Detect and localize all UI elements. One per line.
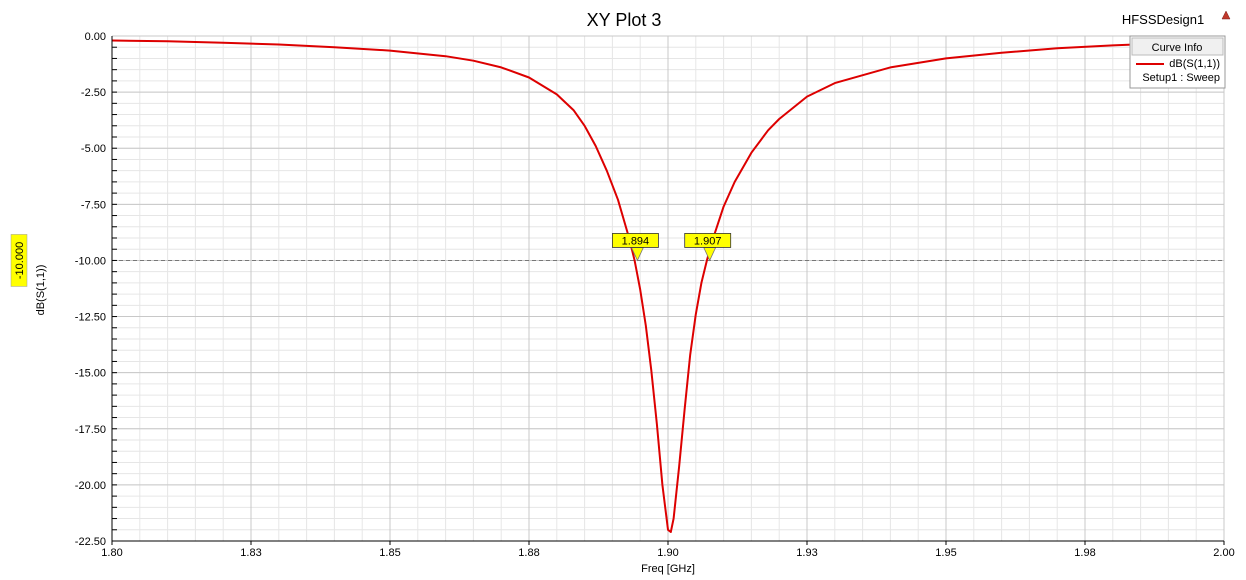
y-tick-label: -22.50 <box>75 536 106 548</box>
series-layer <box>111 39 1225 533</box>
y-tick-label: -7.50 <box>81 199 106 211</box>
legend-box[interactable]: Curve Info dB(S(1,1)) Setup1 : Sweep <box>1129 35 1226 89</box>
y-tick-label: -15.00 <box>75 368 106 380</box>
x-tick-label: 1.85 <box>379 547 400 559</box>
chart-title: XY Plot 3 <box>587 10 662 30</box>
x-tick-label: 2.00 <box>1213 547 1234 559</box>
y-axis-label: dB(S(1,1)) <box>35 265 47 316</box>
red-triangle-icon[interactable] <box>1221 10 1231 20</box>
y-tick-label: -20.00 <box>75 480 106 492</box>
x-tick-label: 1.98 <box>1074 547 1095 559</box>
marker-label: 1.907 <box>694 235 722 247</box>
y-tick-label: -5.00 <box>81 143 106 155</box>
x-axis-label: Freq [GHz] <box>641 563 695 575</box>
reference-label-background <box>10 234 28 287</box>
markers: 1.894 1.907 <box>612 233 732 262</box>
grid <box>111 35 1225 542</box>
y-tick-label: -2.50 <box>81 87 106 99</box>
legend-entry-subtext: Setup1 : Sweep <box>1142 72 1220 84</box>
marker[interactable]: 1.907 <box>684 233 732 262</box>
reference-line-group: -10.000 <box>10 234 1224 287</box>
x-tick-label: 1.80 <box>101 547 122 559</box>
legend-title: Curve Info <box>1152 42 1203 54</box>
reference-line-label[interactable]: -10.000 <box>10 234 28 287</box>
y-tick-label: -10.00 <box>75 255 106 267</box>
axes: 1.80 1.83 1.85 1.88 1.90 1.93 1.95 1.98 2.00 0.00… <box>75 31 1235 559</box>
design-name: HFSSDesign1 <box>1122 12 1204 27</box>
x-tick-label: 1.90 <box>657 547 678 559</box>
y-tick-label: -17.50 <box>75 424 106 436</box>
x-tick-label: 1.83 <box>240 547 261 559</box>
y-tick-label: -12.50 <box>75 312 106 324</box>
marker-label-background <box>612 233 659 248</box>
y-tick-label: 0.00 <box>85 31 106 43</box>
marker[interactable]: 1.894 <box>612 233 659 262</box>
x-tick-label: 1.88 <box>518 547 539 559</box>
x-tick-label: 1.95 <box>935 547 956 559</box>
reference-label-text: -10.000 <box>14 242 26 279</box>
marker-label-background <box>684 233 732 248</box>
marker-label: 1.894 <box>622 235 650 247</box>
series-line[interactable] <box>111 39 1225 533</box>
x-tick-label: 1.93 <box>796 547 817 559</box>
legend-entry-name: dB(S(1,1)) <box>1169 58 1220 70</box>
